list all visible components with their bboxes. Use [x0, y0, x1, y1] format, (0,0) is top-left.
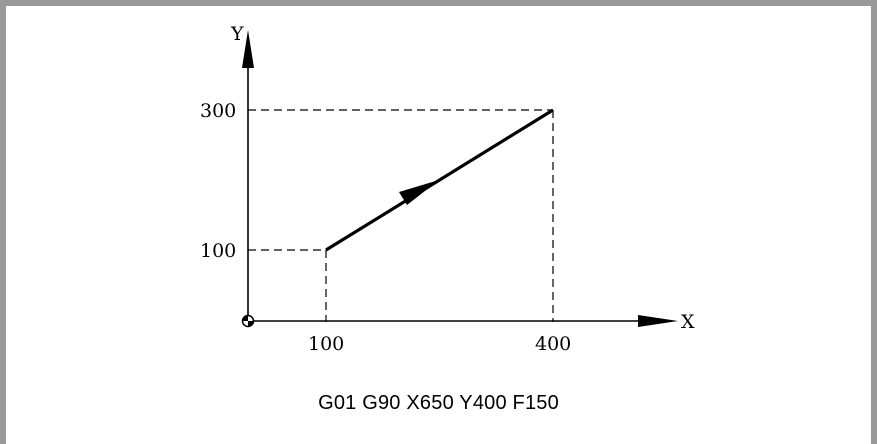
y-axis-arrowhead-icon — [242, 30, 254, 68]
x-axis-arrowhead-icon — [638, 315, 678, 327]
x-tick-label-100: 100 — [308, 333, 344, 355]
y-tick-label-100: 100 — [200, 240, 236, 262]
frame-border-top — [0, 0, 877, 6]
y-axis-label: Y — [230, 23, 244, 45]
x-axis-label: X — [681, 311, 695, 333]
origin-circle-icon — [241, 314, 255, 328]
x-tick-label-400: 400 — [535, 333, 571, 355]
frame-border-right — [871, 0, 877, 444]
tool-path-line — [325, 108, 554, 252]
y-tick-label-300: 300 — [200, 100, 236, 122]
frame-border-left — [0, 0, 6, 444]
path-direction-arrow-icon — [399, 180, 439, 205]
program-block-caption: G01 G90 X650 Y400 F150 — [318, 392, 559, 414]
